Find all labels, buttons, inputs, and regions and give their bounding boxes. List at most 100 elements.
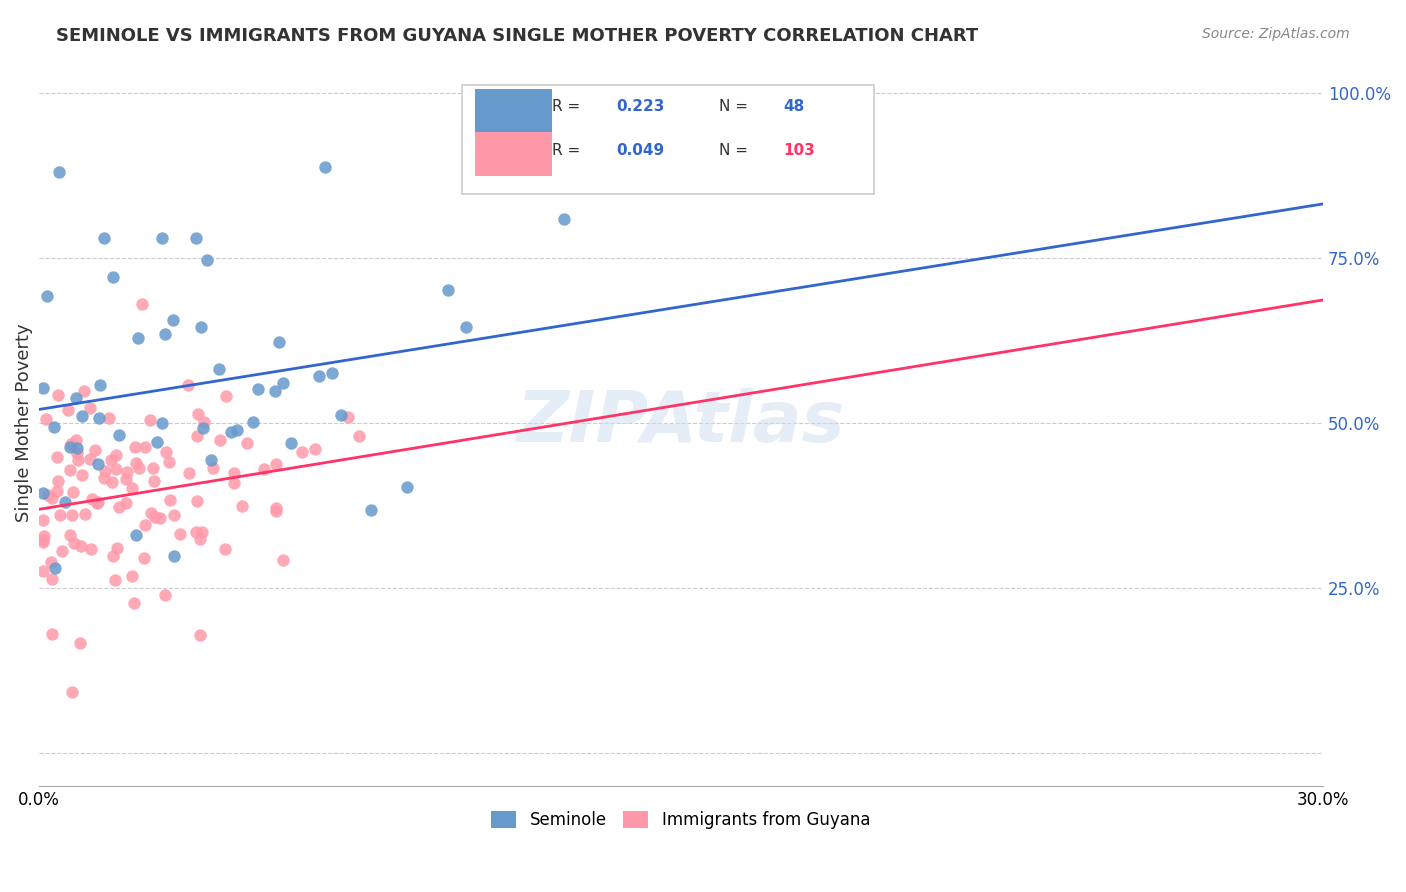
- Point: [193, 415, 215, 429]
- Point: [41, 626, 63, 640]
- Point: [48, 508, 70, 522]
- Point: [191, 524, 214, 539]
- Point: [200, 453, 222, 467]
- Point: [107, 500, 129, 514]
- Point: [195, 252, 218, 267]
- Point: [291, 445, 314, 459]
- Point: [437, 283, 460, 297]
- Point: [162, 313, 184, 327]
- Point: [157, 455, 180, 469]
- Text: ZIPAtlas: ZIPAtlas: [516, 388, 845, 458]
- Point: [70, 539, 93, 553]
- Point: [142, 461, 165, 475]
- Point: [101, 270, 124, 285]
- Point: [87, 494, 110, 508]
- Point: [131, 297, 153, 311]
- Point: [115, 466, 138, 480]
- Point: [190, 320, 212, 334]
- Point: [114, 472, 136, 486]
- Point: [93, 230, 115, 244]
- Point: [264, 384, 287, 399]
- Point: [214, 389, 236, 403]
- Point: [150, 231, 173, 245]
- Point: [35, 412, 58, 426]
- Point: [63, 536, 86, 550]
- Point: [60, 437, 83, 451]
- Point: [44, 561, 66, 575]
- Point: [145, 509, 167, 524]
- Point: [124, 440, 146, 454]
- Point: [41, 491, 63, 505]
- Point: [186, 494, 208, 508]
- Point: [121, 481, 143, 495]
- Point: [121, 569, 143, 583]
- Point: [280, 436, 302, 450]
- Text: Source: ZipAtlas.com: Source: ZipAtlas.com: [1202, 27, 1350, 41]
- Point: [176, 378, 198, 392]
- Point: [184, 524, 207, 539]
- Text: N =: N =: [720, 99, 754, 114]
- Point: [45, 450, 67, 464]
- Point: [89, 378, 111, 392]
- Point: [253, 461, 276, 475]
- Point: [105, 541, 128, 555]
- Point: [188, 533, 211, 547]
- Point: [155, 445, 177, 459]
- Point: [114, 496, 136, 510]
- Point: [31, 486, 53, 500]
- Point: [59, 440, 82, 454]
- Point: [134, 440, 156, 454]
- Point: [100, 453, 122, 467]
- Point: [132, 551, 155, 566]
- Point: [225, 423, 247, 437]
- Point: [553, 212, 575, 227]
- Point: [264, 501, 287, 516]
- Point: [231, 499, 253, 513]
- Point: [337, 409, 360, 424]
- Point: [219, 425, 242, 439]
- Point: [125, 456, 148, 470]
- Point: [179, 466, 201, 480]
- Point: [456, 320, 478, 334]
- Point: [304, 442, 326, 456]
- Point: [186, 429, 208, 443]
- Point: [122, 596, 145, 610]
- Point: [46, 474, 69, 488]
- Point: [207, 361, 229, 376]
- Point: [271, 553, 294, 567]
- Point: [87, 410, 110, 425]
- Point: [145, 434, 167, 449]
- Point: [360, 503, 382, 517]
- Point: [41, 572, 63, 586]
- Point: [101, 475, 124, 489]
- Point: [79, 542, 101, 557]
- Text: 0.223: 0.223: [617, 99, 665, 114]
- Point: [127, 331, 149, 345]
- Point: [208, 433, 231, 447]
- Text: 0.049: 0.049: [617, 143, 665, 158]
- Point: [266, 504, 288, 518]
- Point: [193, 421, 215, 435]
- Point: [150, 416, 173, 430]
- Point: [104, 573, 127, 587]
- Point: [97, 411, 120, 425]
- Point: [65, 445, 87, 459]
- Point: [169, 527, 191, 541]
- Point: [82, 491, 104, 506]
- Point: [159, 492, 181, 507]
- Point: [242, 415, 264, 429]
- Point: [101, 549, 124, 564]
- Point: [224, 466, 246, 480]
- Point: [149, 511, 172, 525]
- Point: [70, 468, 93, 483]
- Text: R =: R =: [553, 99, 585, 114]
- Point: [236, 436, 259, 450]
- Point: [65, 391, 87, 405]
- Point: [125, 527, 148, 541]
- Point: [93, 471, 115, 485]
- Point: [48, 165, 70, 179]
- FancyBboxPatch shape: [463, 85, 873, 194]
- Point: [67, 452, 90, 467]
- Point: [31, 380, 53, 394]
- Text: SEMINOLE VS IMMIGRANTS FROM GUYANA SINGLE MOTHER POVERTY CORRELATION CHART: SEMINOLE VS IMMIGRANTS FROM GUYANA SINGL…: [56, 27, 979, 45]
